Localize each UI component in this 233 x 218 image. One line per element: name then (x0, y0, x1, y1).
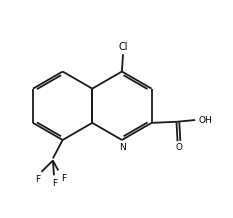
Text: O: O (175, 143, 182, 152)
Text: N: N (119, 143, 126, 152)
Text: F: F (52, 179, 57, 187)
Text: F: F (36, 175, 41, 184)
Text: OH: OH (198, 116, 212, 124)
Text: F: F (61, 174, 66, 183)
Text: Cl: Cl (118, 42, 128, 52)
